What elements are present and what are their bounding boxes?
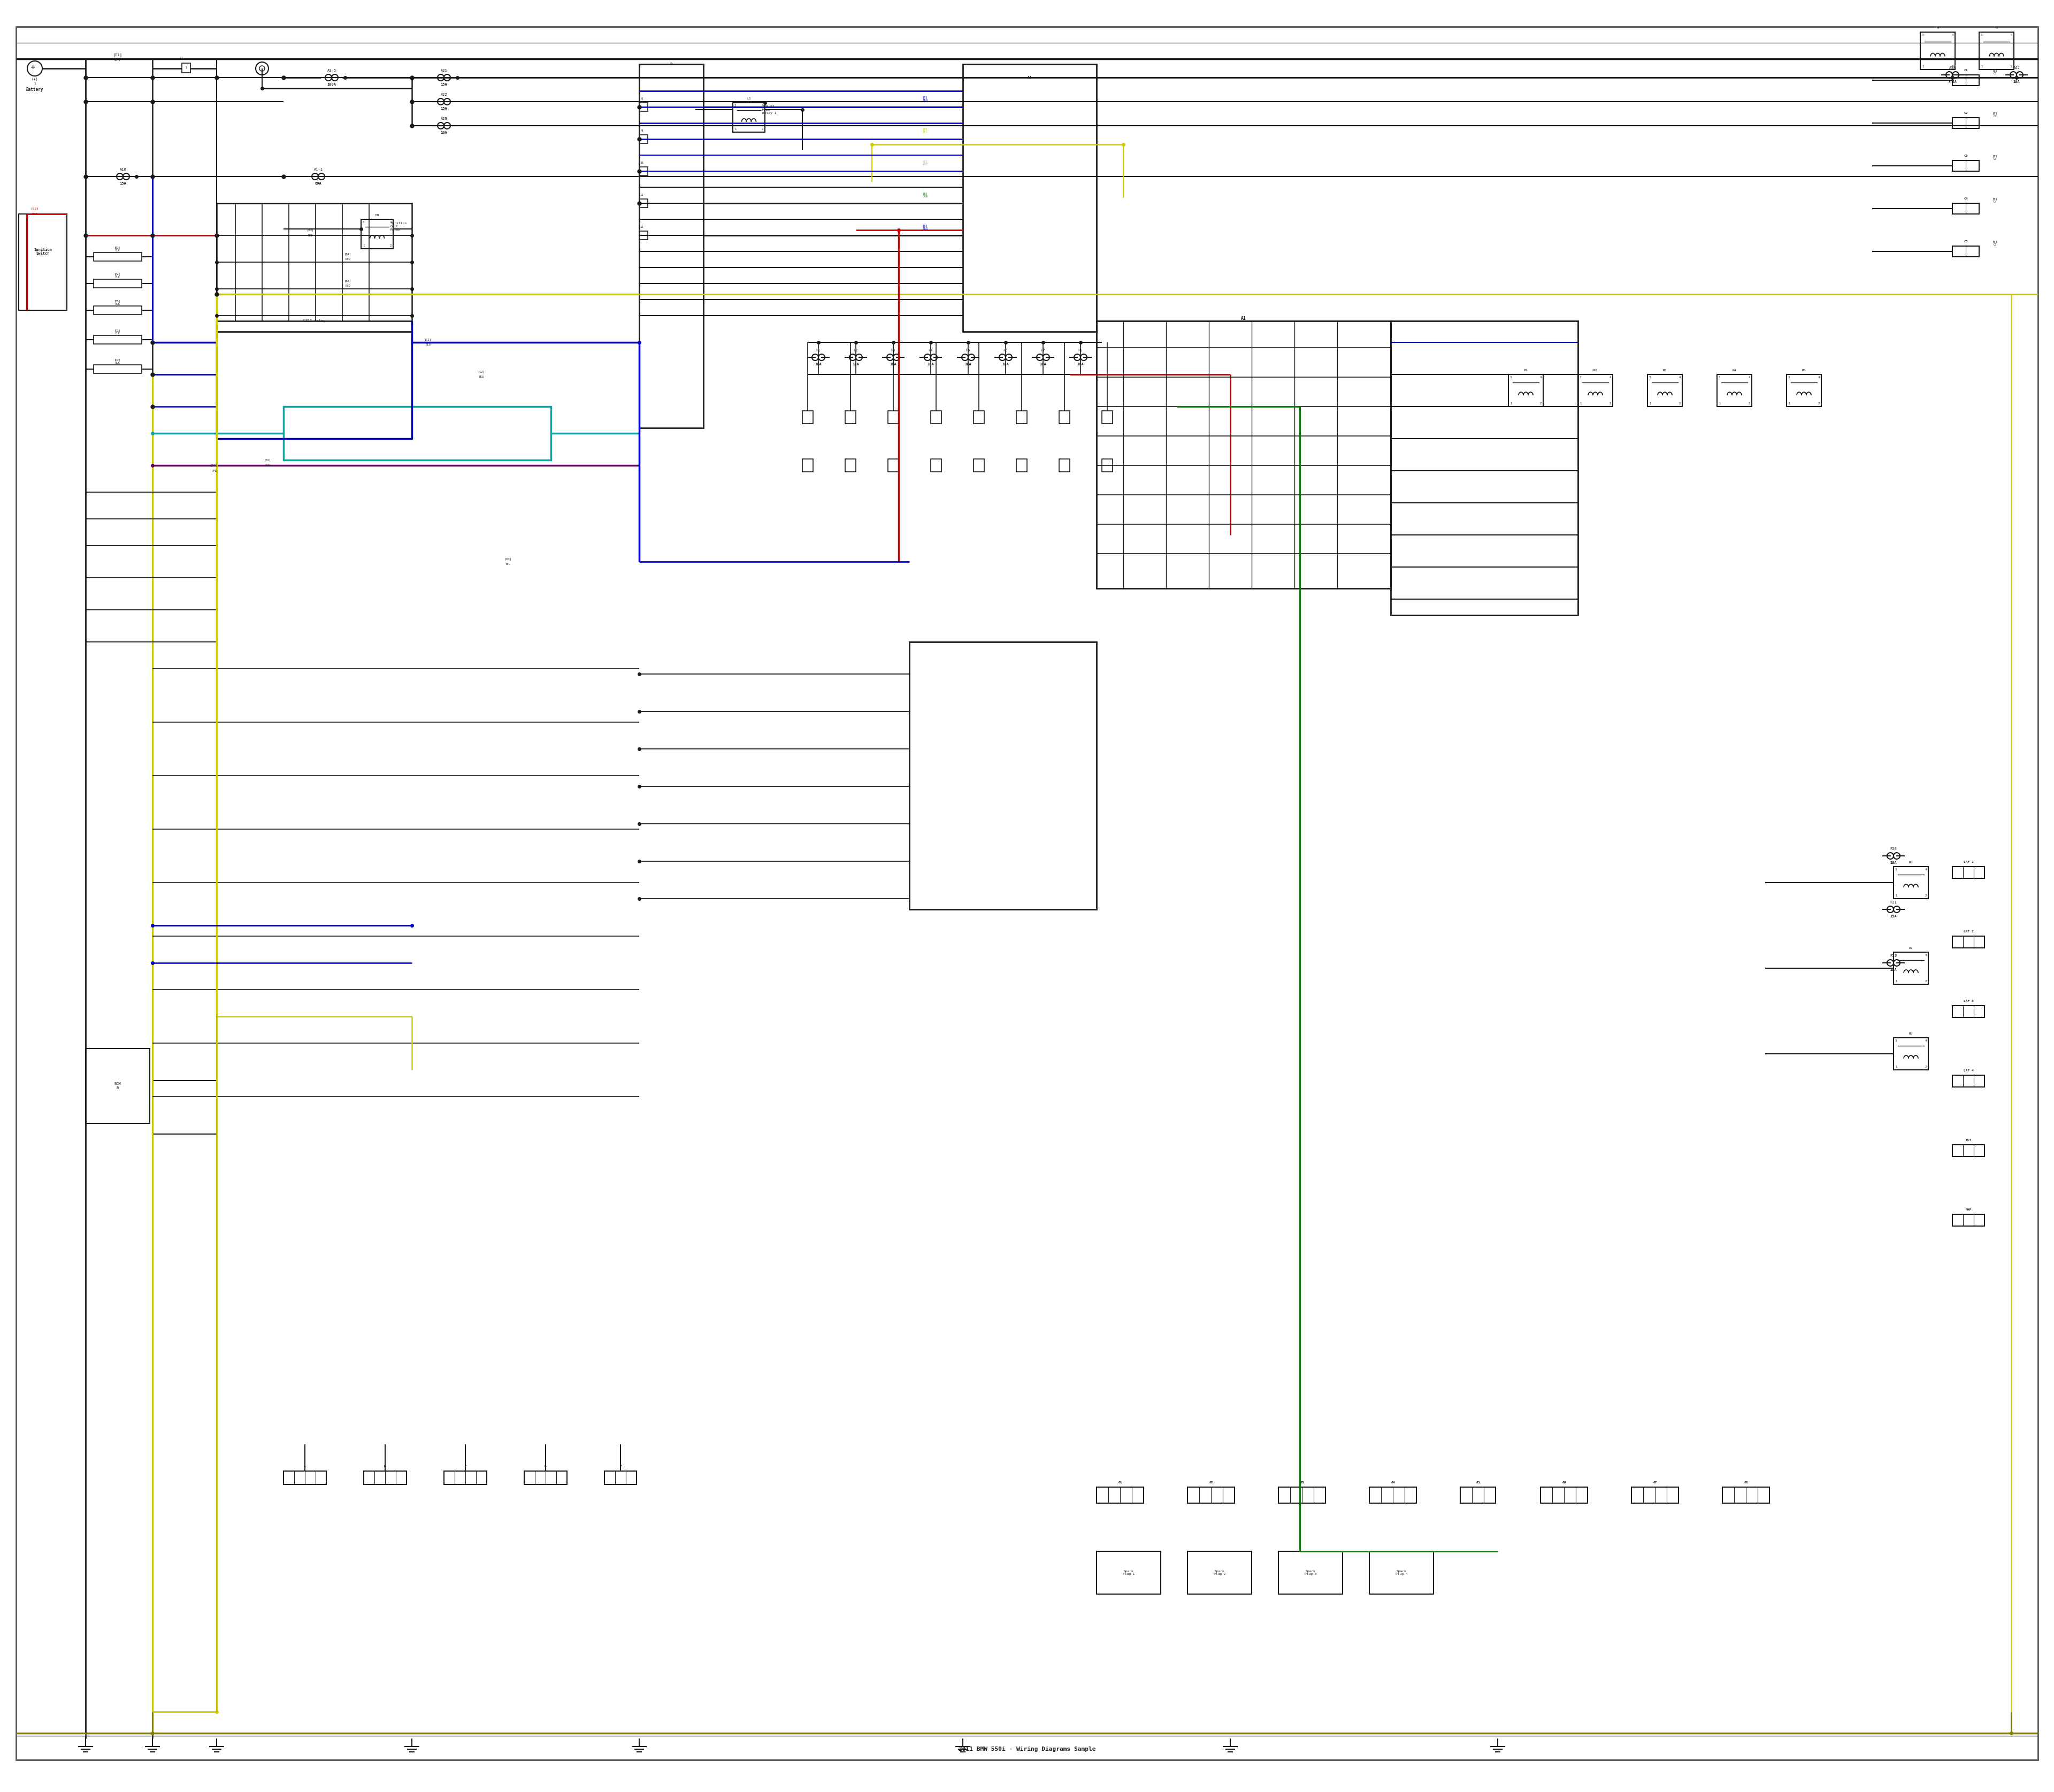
Bar xyxy=(1097,1552,1161,1595)
Bar xyxy=(1953,118,1980,129)
Text: M4: M4 xyxy=(376,213,380,217)
Text: A1: A1 xyxy=(1241,315,1247,321)
Bar xyxy=(910,642,1097,909)
Bar xyxy=(963,65,1097,332)
Bar xyxy=(844,459,857,471)
Bar xyxy=(887,459,900,471)
Text: G2: G2 xyxy=(1210,1482,1214,1484)
Text: T1: T1 xyxy=(181,56,185,59)
Text: 100A: 100A xyxy=(327,82,337,86)
Text: C2: C2 xyxy=(1964,111,1968,115)
Text: C3: C3 xyxy=(1964,154,1968,158)
Text: Ignition
Coil
Relay: Ignition Coil Relay xyxy=(390,222,407,231)
Text: G1: G1 xyxy=(1117,1482,1121,1484)
Bar xyxy=(18,213,68,310)
Text: A1: A1 xyxy=(1027,75,1031,79)
Text: 12: 12 xyxy=(641,226,643,229)
Text: G8: G8 xyxy=(1744,1482,1748,1484)
Text: [E3]: [E3] xyxy=(210,464,218,466)
Text: G6: G6 xyxy=(1561,1482,1565,1484)
Text: 10A: 10A xyxy=(2013,81,2019,84)
Bar xyxy=(1953,161,1980,172)
Text: [D2]
BLK: [D2] BLK xyxy=(115,358,121,364)
Text: A22: A22 xyxy=(440,93,448,97)
Text: LAF 2: LAF 2 xyxy=(1964,930,1974,934)
Bar xyxy=(1540,1487,1588,1503)
Bar xyxy=(94,366,142,373)
Text: (+): (+) xyxy=(31,77,39,81)
Bar xyxy=(1187,1552,1251,1595)
Text: 15A: 15A xyxy=(1890,914,1898,918)
Bar xyxy=(1187,1487,1234,1503)
Text: RED: RED xyxy=(345,258,351,262)
Text: [E1]: [E1] xyxy=(113,54,123,57)
Text: R8: R8 xyxy=(1908,1032,1912,1036)
Bar xyxy=(86,1048,150,1124)
Text: G3: G3 xyxy=(1300,1482,1304,1484)
Bar xyxy=(1577,375,1612,407)
Text: Spark
Plug 1: Spark Plug 1 xyxy=(1124,1570,1134,1575)
Text: RED: RED xyxy=(345,285,351,287)
Text: [B4]: [B4] xyxy=(345,253,351,256)
Text: CYN: CYN xyxy=(265,464,269,466)
Bar xyxy=(1508,375,1543,407)
Bar xyxy=(639,134,647,143)
Bar xyxy=(974,410,984,423)
Text: R1: R1 xyxy=(1524,369,1528,371)
Text: R5: R5 xyxy=(1801,369,1805,371)
Text: [E]
C5: [E] C5 xyxy=(1992,240,1999,246)
Text: 10A: 10A xyxy=(1076,362,1085,366)
Text: R4: R4 xyxy=(1732,369,1736,371)
Text: 10A: 10A xyxy=(852,362,859,366)
Text: YEL: YEL xyxy=(505,563,511,566)
Text: R3: R3 xyxy=(1664,369,1668,371)
Bar xyxy=(1717,375,1752,407)
Text: A29: A29 xyxy=(440,116,448,120)
Text: [B5]
BLK: [B5] BLK xyxy=(115,299,121,306)
Text: BLU: BLU xyxy=(479,376,485,378)
Bar xyxy=(1101,459,1113,471)
Text: C5: C5 xyxy=(1964,240,1968,244)
Text: RED: RED xyxy=(308,235,312,237)
Text: F22: F22 xyxy=(1890,955,1898,957)
Text: [C1]: [C1] xyxy=(425,339,431,340)
Bar xyxy=(1723,1487,1768,1503)
Text: A16: A16 xyxy=(119,168,127,172)
Text: 2011 BMW 550i - Wiring Diagrams Sample: 2011 BMW 550i - Wiring Diagrams Sample xyxy=(959,1747,1095,1753)
Text: 10A: 10A xyxy=(440,131,448,134)
Bar xyxy=(639,167,647,176)
Bar xyxy=(639,65,702,428)
Text: [E]
BLU: [E] BLU xyxy=(922,224,928,229)
Bar xyxy=(1787,375,1822,407)
Text: F4: F4 xyxy=(928,349,933,351)
Text: [E]
C1: [E] C1 xyxy=(1992,70,1999,75)
Bar xyxy=(1894,867,1929,898)
Text: 11: 11 xyxy=(641,194,643,197)
Text: F21: F21 xyxy=(1890,901,1898,903)
Text: F20: F20 xyxy=(1890,848,1898,851)
Text: 7.5A: 7.5A xyxy=(1947,81,1957,84)
Bar xyxy=(1370,1552,1434,1595)
Text: [E]
WHT: [E] WHT xyxy=(922,159,928,167)
Bar xyxy=(16,1736,2038,1760)
Text: Spark
Plug 3: Spark Plug 3 xyxy=(1304,1570,1317,1575)
Bar xyxy=(1391,321,1577,615)
Bar xyxy=(930,459,941,471)
Text: +: + xyxy=(31,65,35,70)
Text: [B4]
BLK: [B4] BLK xyxy=(115,272,121,280)
Text: A42: A42 xyxy=(2013,66,2019,70)
Text: [C2]: [C2] xyxy=(479,371,485,373)
Text: [D3]: [D3] xyxy=(505,557,511,561)
Text: A1-5: A1-5 xyxy=(327,70,337,72)
Bar xyxy=(639,231,647,240)
Bar xyxy=(1920,32,1955,70)
Bar xyxy=(524,1471,567,1484)
Bar xyxy=(1101,410,1113,423)
Text: [E]
GRN: [E] GRN xyxy=(922,192,928,199)
Bar xyxy=(362,219,392,249)
Bar xyxy=(1017,459,1027,471)
Text: 10A: 10A xyxy=(1890,862,1898,864)
Bar xyxy=(152,1081,216,1134)
Bar xyxy=(639,199,647,208)
Bar xyxy=(930,410,941,423)
